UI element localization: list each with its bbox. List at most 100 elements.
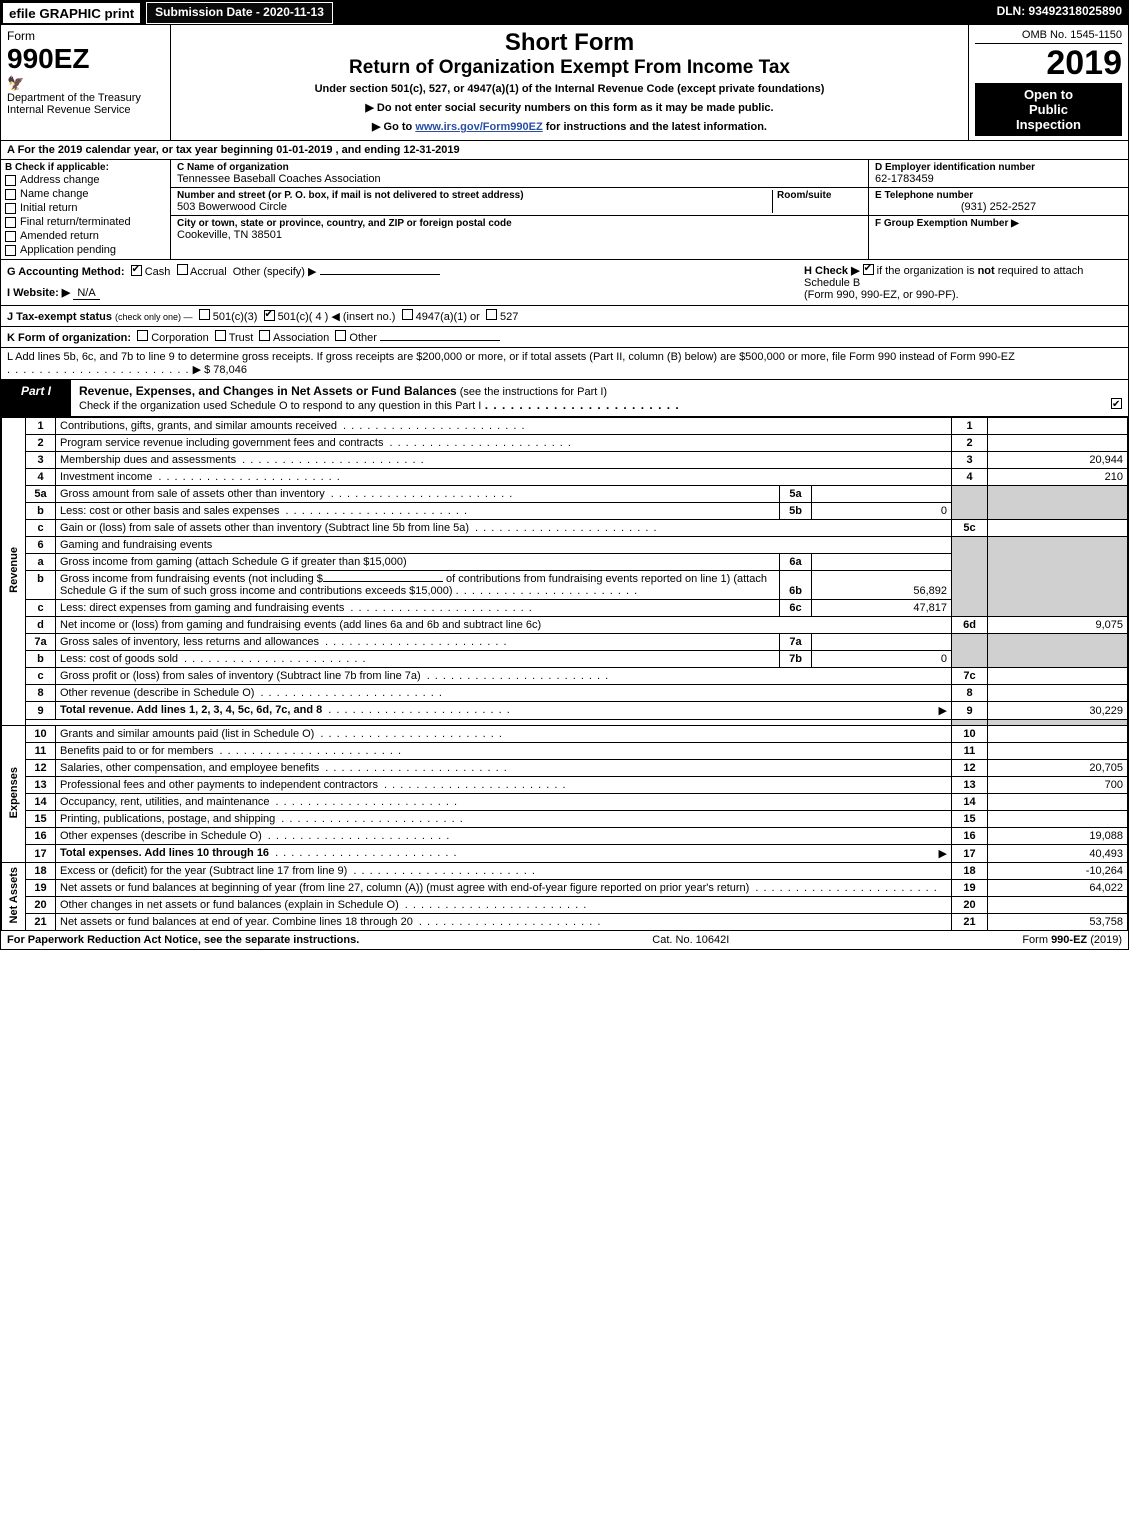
- ssn-warning: ▶ Do not enter social security numbers o…: [179, 101, 960, 114]
- open-public-badge: Open to Public Inspection: [975, 83, 1122, 136]
- j-sub: (check only one) —: [115, 312, 193, 322]
- chk-final-return[interactable]: Final return/terminated: [5, 215, 166, 229]
- line-desc: Less: direct expenses from gaming and fu…: [56, 600, 780, 617]
- line-num: 3: [26, 452, 56, 469]
- irs-label: Internal Revenue Service: [7, 104, 164, 116]
- checkbox-icon: [5, 203, 16, 214]
- footer-right-pre: Form: [1022, 934, 1051, 946]
- line-amt-label: 15: [952, 811, 988, 828]
- line-num: 12: [26, 760, 56, 777]
- return-title: Return of Organization Exempt From Incom…: [179, 57, 960, 79]
- line-num: d: [26, 617, 56, 634]
- line-amt-label: 2: [952, 435, 988, 452]
- j-o1: 501(c)(3): [213, 311, 258, 323]
- chk-corp[interactable]: [137, 330, 148, 341]
- street-label: Number and street (or P. O. box, if mail…: [177, 190, 772, 201]
- line-num: 10: [26, 726, 56, 743]
- chk-k-other[interactable]: [335, 330, 346, 341]
- sub-amt-label: 7b: [780, 651, 812, 668]
- chk-h-not-required[interactable]: [863, 264, 874, 275]
- chk-trust[interactable]: [215, 330, 226, 341]
- checkbox-icon: [5, 175, 16, 186]
- line-num: 8: [26, 685, 56, 702]
- part-1-title-text: Revenue, Expenses, and Changes in Net As…: [79, 384, 457, 398]
- line-desc: Total expenses. Add lines 10 through 16▶: [56, 845, 952, 863]
- line-3: 3 Membership dues and assessments 3 20,9…: [2, 452, 1128, 469]
- chk-label: Name change: [20, 188, 89, 200]
- line-2: 2 Program service revenue including gove…: [2, 435, 1128, 452]
- line-desc: Other expenses (describe in Schedule O): [56, 828, 952, 845]
- chk-amended-return[interactable]: Amended return: [5, 229, 166, 243]
- line-21: 21 Net assets or fund balances at end of…: [2, 914, 1128, 931]
- line-desc: Occupancy, rent, utilities, and maintena…: [56, 794, 952, 811]
- efile-print-button[interactable]: efile GRAPHIC print: [2, 2, 141, 24]
- net-assets-section-label: Net Assets: [2, 863, 26, 931]
- chk-4947[interactable]: [402, 309, 413, 320]
- row-g-h: G Accounting Method: Cash Accrual Other …: [1, 260, 1128, 306]
- chk-schedule-o-part1[interactable]: [1111, 398, 1122, 409]
- chk-501c[interactable]: [264, 310, 275, 321]
- footer-left: For Paperwork Reduction Act Notice, see …: [7, 934, 359, 946]
- chk-501c3[interactable]: [199, 309, 210, 320]
- line-num: 19: [26, 880, 56, 897]
- chk-assoc[interactable]: [259, 330, 270, 341]
- goto-prefix: ▶ Go to: [372, 121, 415, 133]
- shaded-cell: [988, 634, 1128, 668]
- group-label: F Group Exemption Number ▶: [875, 218, 1122, 229]
- tax-year: 2019: [975, 44, 1122, 83]
- line-amt-value: -10,264: [988, 863, 1128, 880]
- line-amt-value: [988, 811, 1128, 828]
- shaded-cell: [988, 486, 1128, 520]
- l-arrow: ▶ $: [193, 364, 211, 376]
- line-amt-label: 16: [952, 828, 988, 845]
- line-amt-label: 5c: [952, 520, 988, 537]
- chk-527[interactable]: [486, 309, 497, 320]
- l6b-blank-input[interactable]: [323, 581, 443, 582]
- shaded-cell: [952, 486, 988, 520]
- row-j: J Tax-exempt status (check only one) — 5…: [1, 306, 1128, 327]
- line-amt-value: [988, 668, 1128, 685]
- sub-amt-value: [812, 486, 952, 503]
- line-6: 6 Gaming and fundraising events: [2, 537, 1128, 554]
- line-amt-label: 21: [952, 914, 988, 931]
- line-desc: Excess or (deficit) for the year (Subtra…: [56, 863, 952, 880]
- line-num: 16: [26, 828, 56, 845]
- eagle-icon: 🦅: [7, 75, 164, 92]
- dots-icon: [7, 364, 190, 376]
- h-text3: (Form 990, 990-EZ, or 990-PF).: [804, 289, 959, 301]
- line-num: 18: [26, 863, 56, 880]
- g-other-input[interactable]: [320, 274, 440, 275]
- line-amt-label: 8: [952, 685, 988, 702]
- chk-label: Initial return: [20, 202, 77, 214]
- line-desc: Investment income: [56, 469, 952, 486]
- sub-amt-value: [812, 554, 952, 571]
- chk-address-change[interactable]: Address change: [5, 173, 166, 187]
- short-form-title: Short Form: [179, 29, 960, 57]
- line-17: 17 Total expenses. Add lines 10 through …: [2, 845, 1128, 863]
- header-left: Form 990EZ 🦅 Department of the Treasury …: [1, 25, 171, 140]
- line-desc: Gross amount from sale of assets other t…: [56, 486, 780, 503]
- checkbox-icon: [5, 231, 16, 242]
- row-k: K Form of organization: Corporation Trus…: [1, 327, 1128, 348]
- j-o4: 527: [500, 311, 518, 323]
- chk-application-pending[interactable]: Application pending: [5, 243, 166, 257]
- chk-initial-return[interactable]: Initial return: [5, 201, 166, 215]
- line-amt-value: 20,705: [988, 760, 1128, 777]
- line-desc: Gross income from gaming (attach Schedul…: [56, 554, 780, 571]
- chk-name-change[interactable]: Name change: [5, 187, 166, 201]
- instructions-link[interactable]: www.irs.gov/Form990EZ: [415, 121, 542, 133]
- street-cell: Number and street (or P. O. box, if mail…: [171, 188, 868, 216]
- k-other-input[interactable]: [380, 340, 500, 341]
- sub-amt-value: [812, 634, 952, 651]
- chk-accrual[interactable]: [177, 264, 188, 275]
- row-h: H Check ▶ if the organization is not req…: [798, 260, 1128, 305]
- chk-cash[interactable]: [131, 265, 142, 276]
- k-label: K Form of organization:: [7, 332, 131, 344]
- line-num: 14: [26, 794, 56, 811]
- line-8: 8 Other revenue (describe in Schedule O)…: [2, 685, 1128, 702]
- org-name-value: Tennessee Baseball Coaches Association: [177, 173, 862, 185]
- line-amt-value: 19,088: [988, 828, 1128, 845]
- line-amt-value: [988, 685, 1128, 702]
- form-word: Form: [7, 29, 164, 43]
- line-num: b: [26, 571, 56, 600]
